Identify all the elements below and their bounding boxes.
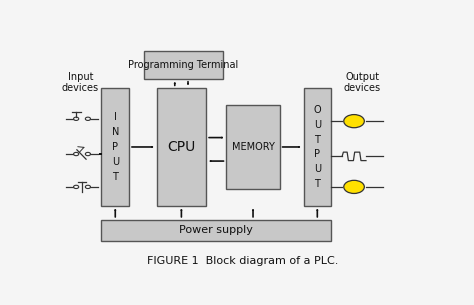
Text: I
N
P
U
T: I N P U T (111, 112, 119, 181)
Circle shape (85, 152, 91, 156)
Bar (101, 88, 129, 206)
Circle shape (73, 185, 79, 188)
Text: CPU: CPU (167, 140, 195, 154)
Bar (144, 51, 223, 79)
Bar (156, 88, 206, 206)
Text: MEMORY: MEMORY (232, 142, 274, 152)
Text: O
U
T
P
U
T: O U T P U T (313, 105, 321, 189)
Circle shape (344, 115, 365, 128)
Circle shape (344, 180, 365, 193)
Circle shape (85, 185, 91, 188)
Circle shape (73, 117, 79, 120)
Text: Programming Terminal: Programming Terminal (128, 60, 238, 70)
Circle shape (85, 117, 91, 120)
Circle shape (73, 152, 79, 156)
Text: Power supply: Power supply (179, 225, 253, 235)
Text: Input
devices: Input devices (62, 72, 99, 93)
Bar (227, 105, 280, 189)
Text: Output
devices: Output devices (344, 72, 381, 93)
Bar (303, 88, 331, 206)
Bar (101, 220, 331, 241)
Text: FIGURE 1  Block diagram of a PLC.: FIGURE 1 Block diagram of a PLC. (147, 256, 338, 266)
